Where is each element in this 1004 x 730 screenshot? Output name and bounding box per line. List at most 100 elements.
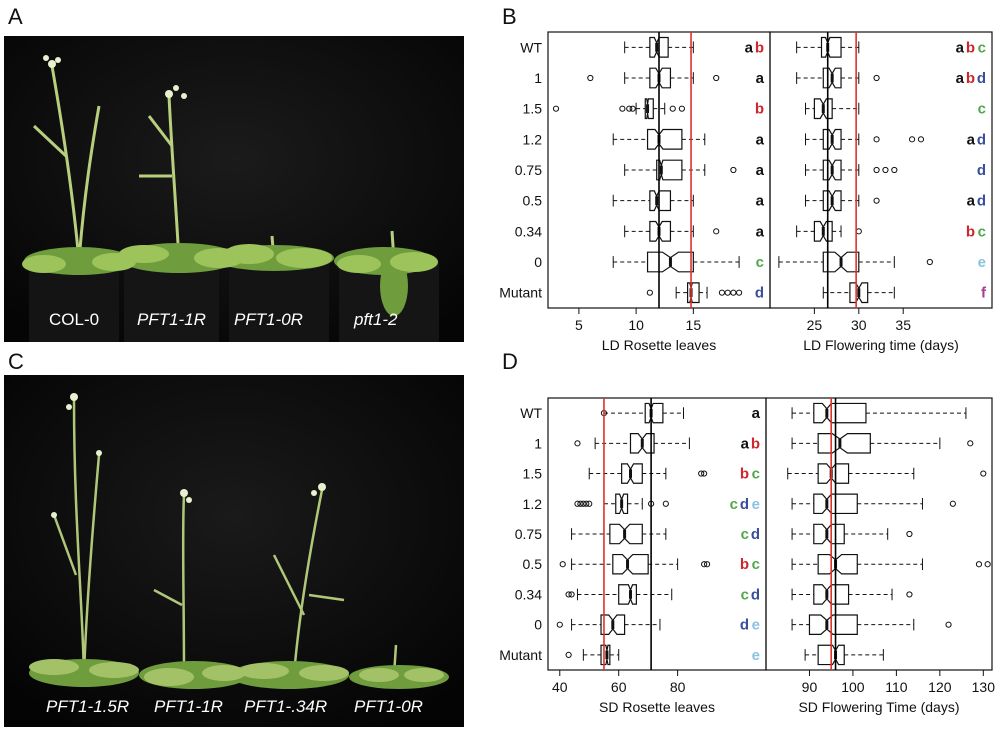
outlier-point	[559, 561, 566, 568]
significance-letter: c	[978, 101, 986, 118]
outlier-point	[583, 500, 590, 507]
outlier-point	[926, 258, 933, 266]
outlier-point	[730, 289, 737, 296]
caption-c-4: PFT1-0R	[354, 697, 423, 716]
significance-letter: e	[978, 254, 986, 271]
significance-letter: e	[752, 617, 760, 634]
significance-letter: c	[978, 39, 986, 56]
box	[649, 190, 672, 212]
significance-letter: d	[751, 526, 760, 543]
outlier-point	[949, 500, 956, 507]
box	[808, 614, 858, 635]
outlier-point	[626, 105, 633, 112]
outlier-point	[713, 228, 720, 235]
caption-a-3: PFT1-0R	[234, 310, 303, 329]
significance-letter: d	[740, 496, 749, 513]
box	[644, 98, 654, 120]
significance-letter: e	[752, 647, 760, 664]
outlier-point	[730, 166, 737, 174]
outlier-point	[980, 470, 987, 477]
significance-letter: d	[977, 193, 986, 210]
caption-c-2: PFT1-1R	[154, 697, 223, 716]
outlier-point	[552, 105, 560, 112]
significance-letter: a	[756, 223, 765, 240]
significance-letter: e	[752, 496, 760, 513]
significance-letter: d	[977, 70, 986, 87]
tick-label: 35	[895, 317, 911, 333]
significance-letter: a	[752, 405, 761, 422]
box	[612, 553, 649, 575]
significance-letter: a	[756, 162, 765, 179]
caption-a-1: COL-0	[49, 310, 100, 329]
category-label: 0.5	[523, 556, 543, 572]
significance-letter: b	[966, 70, 975, 87]
outlier-point	[568, 591, 575, 598]
tick-label: 5	[575, 317, 583, 333]
significance-letter: c	[756, 254, 764, 271]
panel-label-d: D	[502, 349, 518, 374]
significance-letter: b	[755, 101, 764, 118]
outlier-point	[669, 105, 676, 112]
category-label: 0.34	[515, 223, 542, 239]
caption-a-4: pft1-2	[354, 310, 398, 329]
category-label: 1.2	[523, 131, 543, 147]
tick-label: 40	[552, 679, 568, 695]
panel-label-a: A	[8, 4, 23, 29]
outlier-point	[967, 440, 974, 447]
tick-label: 60	[611, 679, 627, 695]
category-label: 1.2	[523, 496, 543, 512]
plot-frame	[769, 31, 993, 309]
outlier-point	[703, 561, 711, 568]
outlier-point	[629, 105, 636, 112]
outlier-point	[574, 500, 581, 507]
outlier-point	[984, 561, 991, 568]
significance-letter: c	[741, 526, 749, 543]
panel-label-c: C	[8, 349, 24, 374]
box	[817, 433, 871, 454]
outlier-point	[975, 561, 983, 568]
outlier-point	[873, 197, 880, 204]
significance-letter: f	[981, 285, 987, 302]
significance-letter: a	[741, 435, 750, 452]
significance-letter: a	[756, 131, 765, 148]
significance-letter: b	[966, 223, 975, 240]
significance-letter: c	[741, 586, 749, 603]
outlier-point	[917, 136, 925, 143]
category-label: 0	[534, 254, 542, 270]
x-axis-label: LD Flowering time (days)	[803, 337, 959, 353]
box	[618, 584, 637, 605]
significance-letter: d	[751, 586, 760, 603]
category-label: Mutant	[499, 647, 542, 663]
category-label: 0	[534, 617, 542, 633]
outlier-point	[945, 621, 952, 628]
box	[820, 36, 842, 58]
significance-letter: c	[752, 556, 760, 573]
tick-label: 10	[628, 317, 644, 333]
caption-c-1: PFT1-1.5R	[46, 697, 130, 716]
outlier-point	[701, 470, 708, 477]
significance-letter: a	[967, 131, 976, 148]
outlier-point	[580, 500, 587, 507]
outlier-point	[565, 651, 572, 658]
significance-letter: b	[751, 435, 760, 452]
tick-label: 120	[928, 679, 952, 695]
outlier-point	[882, 166, 889, 174]
significance-letter: a	[956, 39, 965, 56]
box	[817, 463, 850, 484]
significance-letter: d	[977, 131, 986, 148]
tick-label: 90	[802, 679, 818, 695]
tick-label: 130	[972, 679, 996, 695]
box	[646, 128, 683, 150]
significance-letter: a	[956, 70, 965, 87]
tick-label: 25	[807, 317, 823, 333]
significance-letter: d	[755, 285, 764, 302]
significance-letter: d	[740, 617, 749, 634]
x-axis-label: SD Flowering Time (days)	[798, 699, 959, 715]
category-label: WT	[520, 405, 542, 421]
significance-letter: c	[730, 496, 738, 513]
outlier-point	[724, 289, 731, 296]
tick-label: 100	[841, 679, 865, 695]
category-label: 1	[534, 70, 542, 86]
outlier-point	[873, 74, 880, 82]
significance-letter: c	[752, 466, 760, 483]
